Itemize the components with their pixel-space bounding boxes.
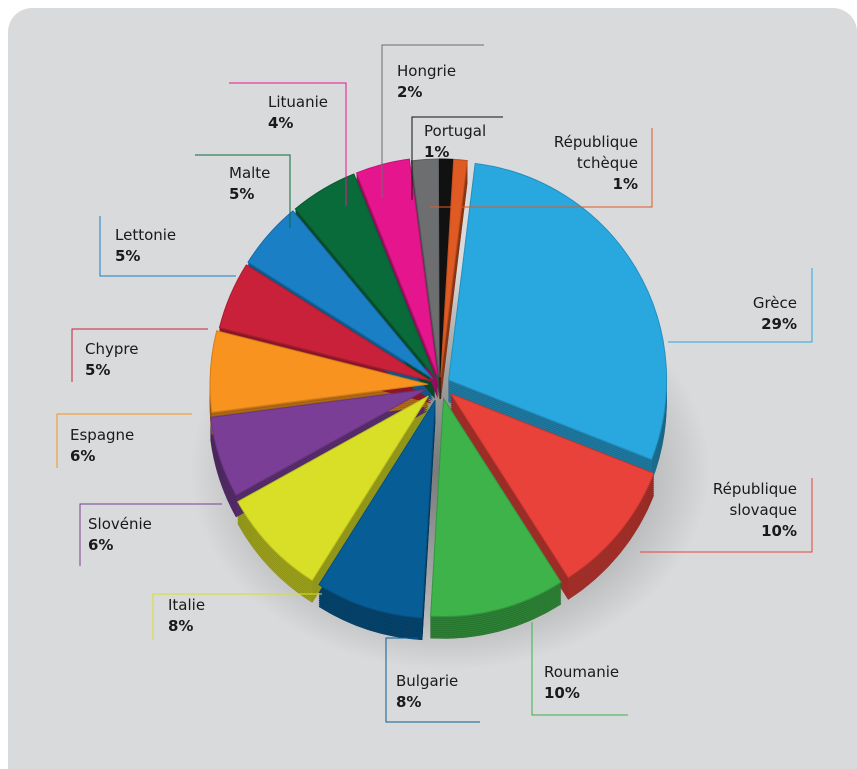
slice-label-republique-slovaque: République slovaque: [713, 480, 797, 519]
leader-line-lettonie: [99, 216, 236, 277]
slice-chypre: [218, 264, 432, 382]
slice-value-lettonie: 5%: [115, 247, 140, 265]
slice-label-malte: Malte: [229, 164, 270, 182]
leader-line-grece: [668, 268, 813, 343]
slice-lituanie: [355, 158, 438, 376]
slice-roumanie: [430, 396, 562, 618]
slice-italie: [237, 395, 429, 582]
slice-value-lituanie: 4%: [268, 114, 293, 132]
slice-label-grece: Grèce: [753, 294, 797, 312]
slice-bulgarie: [318, 399, 436, 619]
slice-label-roumanie: Roumanie: [544, 663, 619, 681]
slice-lettonie: [247, 210, 433, 379]
slice-value-slovenie: 6%: [88, 536, 113, 554]
slice-label-portugal: Portugal: [424, 122, 486, 140]
slice-label-lettonie: Lettonie: [115, 226, 176, 244]
leader-line-slovenie: [79, 503, 222, 566]
slice-value-bulgarie: 8%: [396, 693, 421, 711]
slice-label-hongrie: Hongrie: [397, 62, 456, 80]
slice-label-republique-tcheque: République tchèque: [554, 133, 638, 172]
slice-value-italie: 8%: [168, 617, 193, 635]
slice-value-malte: 5%: [229, 185, 254, 203]
leader-line-republique-tcheque: [430, 128, 653, 208]
leader-line-malte: [195, 154, 291, 228]
slice-value-chypre: 5%: [85, 361, 110, 379]
slice-label-lituanie: Lituanie: [268, 93, 328, 111]
leader-line-bulgarie: [385, 637, 480, 723]
slice-value-portugal: 1%: [424, 143, 449, 161]
leader-line-lituanie: [229, 82, 347, 206]
leader-line-italie: [152, 593, 322, 640]
slice-value-hongrie: 2%: [397, 83, 422, 101]
leader-line-republique-slovaque: [640, 478, 813, 553]
slice-republique-slovaque: [449, 392, 655, 579]
slice-republique-tcheque: [440, 158, 468, 378]
slice-value-espagne: 6%: [70, 447, 95, 465]
leader-line-hongrie: [381, 44, 484, 198]
slice-value-republique-slovaque: 10%: [761, 522, 797, 540]
slice-value-republique-tcheque: 1%: [613, 175, 638, 193]
leader-line-chypre: [71, 328, 208, 382]
slice-label-espagne: Espagne: [70, 426, 134, 444]
leader-line-roumanie: [531, 622, 628, 716]
leader-line-espagne: [56, 413, 192, 468]
slice-label-chypre: Chypre: [85, 340, 138, 358]
slice-espagne: [209, 330, 429, 413]
slice-value-grece: 29%: [761, 315, 797, 333]
slice-portugal: [438, 158, 454, 378]
slice-hongrie: [410, 158, 440, 378]
slice-value-roumanie: 10%: [544, 684, 580, 702]
slice-label-bulgarie: Bulgarie: [396, 672, 458, 690]
slice-slovenie: [209, 388, 427, 496]
slice-grece: [448, 162, 668, 461]
slice-label-italie: Italie: [168, 596, 205, 614]
leader-line-portugal: [411, 116, 503, 200]
slice-label-slovenie: Slovénie: [88, 515, 152, 533]
slice-malte: [294, 173, 436, 377]
